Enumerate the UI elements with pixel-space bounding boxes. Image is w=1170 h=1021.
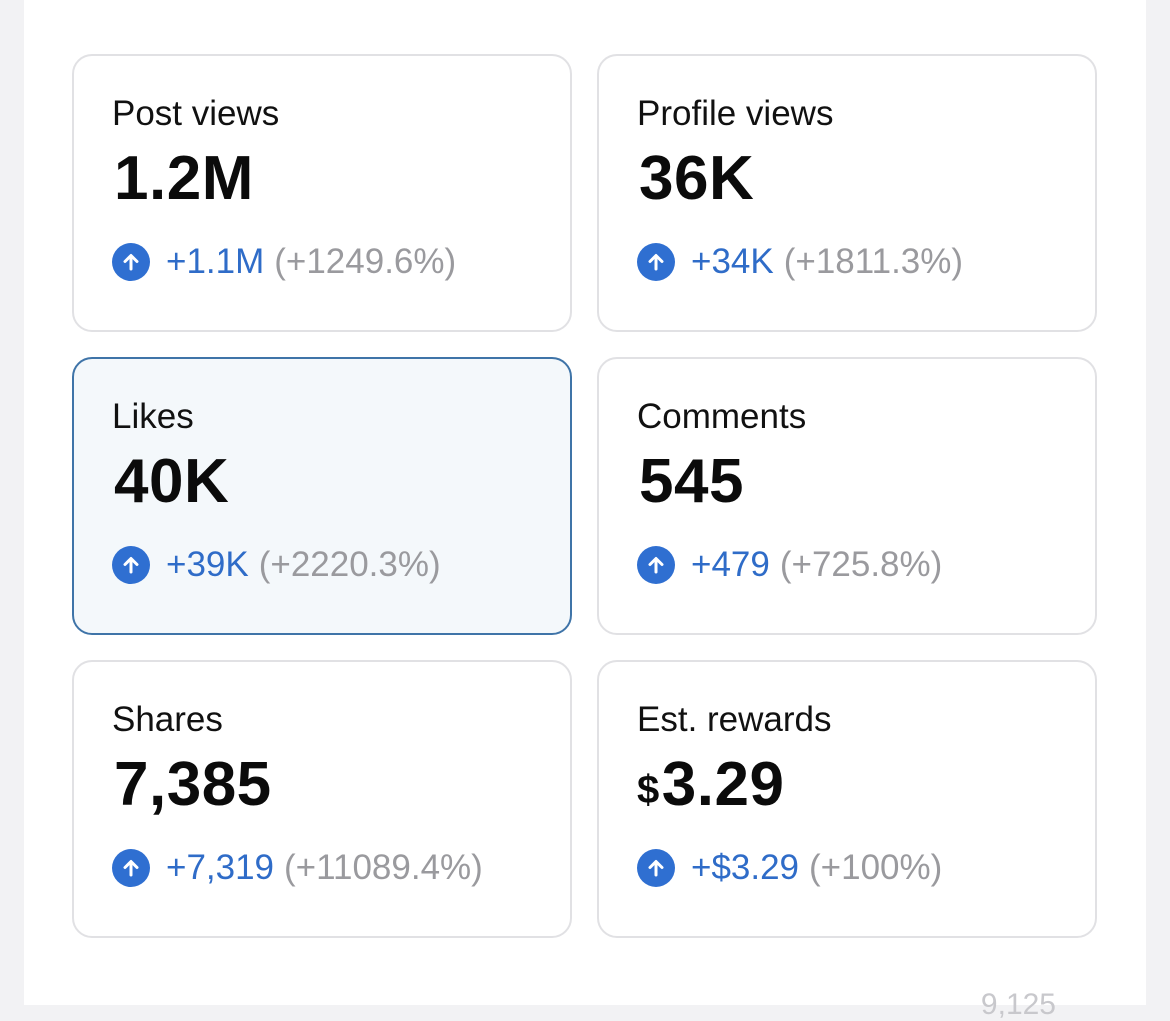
metric-value-number: 7,385 xyxy=(114,750,272,819)
metric-value: 40K xyxy=(112,447,570,517)
metric-label: Profile views xyxy=(637,94,834,133)
metric-value-number: 545 xyxy=(639,447,744,516)
metric-label: Shares xyxy=(112,700,223,739)
metric-change: +34K (+1811.3%) xyxy=(637,242,1095,282)
metric-card-post-views[interactable]: Post views 1.2M +1.1M (+1249.6%) xyxy=(72,54,572,332)
metric-card-profile-views[interactable]: Profile views 36K +34K (+1811.3%) xyxy=(597,54,1097,332)
metric-percent-change: (+100%) xyxy=(809,848,943,887)
metric-currency: $ xyxy=(637,768,660,812)
metric-value-number: 1.2M xyxy=(114,144,254,213)
metric-delta: +1.1M xyxy=(166,242,265,281)
metric-change: +7,319 (+11089.4%) xyxy=(112,848,570,888)
metric-card-est-rewards[interactable]: Est. rewards $3.29 +$3.29 (+100%) xyxy=(597,660,1097,938)
metric-value: 7,385 xyxy=(112,750,570,820)
metric-delta: +$3.29 xyxy=(691,848,800,887)
metric-value-number: 40K xyxy=(114,447,230,516)
metric-value: 1.2M xyxy=(112,144,570,214)
metric-delta: +34K xyxy=(691,242,774,281)
metric-card-shares[interactable]: Shares 7,385 +7,319 (+11089.4%) xyxy=(72,660,572,938)
metric-label: Comments xyxy=(637,397,807,436)
metric-delta: +479 xyxy=(691,545,770,584)
metric-percent-change: (+725.8%) xyxy=(779,545,943,584)
metric-delta: +7,319 xyxy=(166,848,275,887)
metric-percent-change: (+1249.6%) xyxy=(274,242,457,281)
metric-label: Est. rewards xyxy=(637,700,832,739)
metric-card-likes[interactable]: Likes 40K +39K (+2220.3%) xyxy=(72,357,572,635)
arrow-up-circle-icon xyxy=(112,243,150,281)
metric-change: +479 (+725.8%) xyxy=(637,545,1095,585)
metrics-grid: Post views 1.2M +1.1M (+1249.6%) Profile… xyxy=(72,54,1097,938)
arrow-up-circle-icon xyxy=(637,243,675,281)
metric-value-number: 3.29 xyxy=(661,750,785,819)
metric-label: Post views xyxy=(112,94,280,133)
metric-value: 36K xyxy=(637,144,1095,214)
metrics-panel: Post views 1.2M +1.1M (+1249.6%) Profile… xyxy=(24,0,1146,1020)
metric-percent-change: (+11089.4%) xyxy=(284,848,483,887)
metric-change: +1.1M (+1249.6%) xyxy=(112,242,570,282)
metric-label: Likes xyxy=(112,397,194,436)
metric-value: 545 xyxy=(637,447,1095,517)
metric-percent-change: (+2220.3%) xyxy=(258,545,441,584)
arrow-up-circle-icon xyxy=(637,849,675,887)
arrow-up-circle-icon xyxy=(112,849,150,887)
arrow-up-circle-icon xyxy=(637,546,675,584)
metric-card-comments[interactable]: Comments 545 +479 (+725.8%) xyxy=(597,357,1097,635)
metric-change: +39K (+2220.3%) xyxy=(112,545,570,585)
metric-value-number: 36K xyxy=(639,144,755,213)
metric-delta: +39K xyxy=(166,545,249,584)
metric-percent-change: (+1811.3%) xyxy=(783,242,964,281)
metric-value: $3.29 xyxy=(637,750,1095,820)
arrow-up-circle-icon xyxy=(112,546,150,584)
metric-change: +$3.29 (+100%) xyxy=(637,848,1095,888)
footer-partial-text: 9,125 xyxy=(980,988,1056,1021)
